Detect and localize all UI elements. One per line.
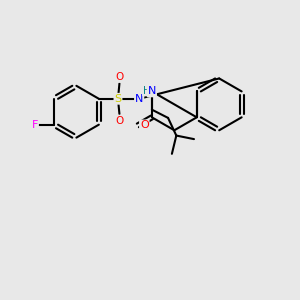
Text: O: O — [115, 72, 124, 82]
Text: O: O — [115, 116, 124, 126]
Text: F: F — [32, 120, 38, 130]
Text: N: N — [135, 94, 143, 104]
Text: S: S — [114, 94, 122, 104]
Text: O: O — [140, 120, 149, 130]
Text: H: H — [143, 85, 150, 95]
Text: N: N — [148, 86, 156, 96]
